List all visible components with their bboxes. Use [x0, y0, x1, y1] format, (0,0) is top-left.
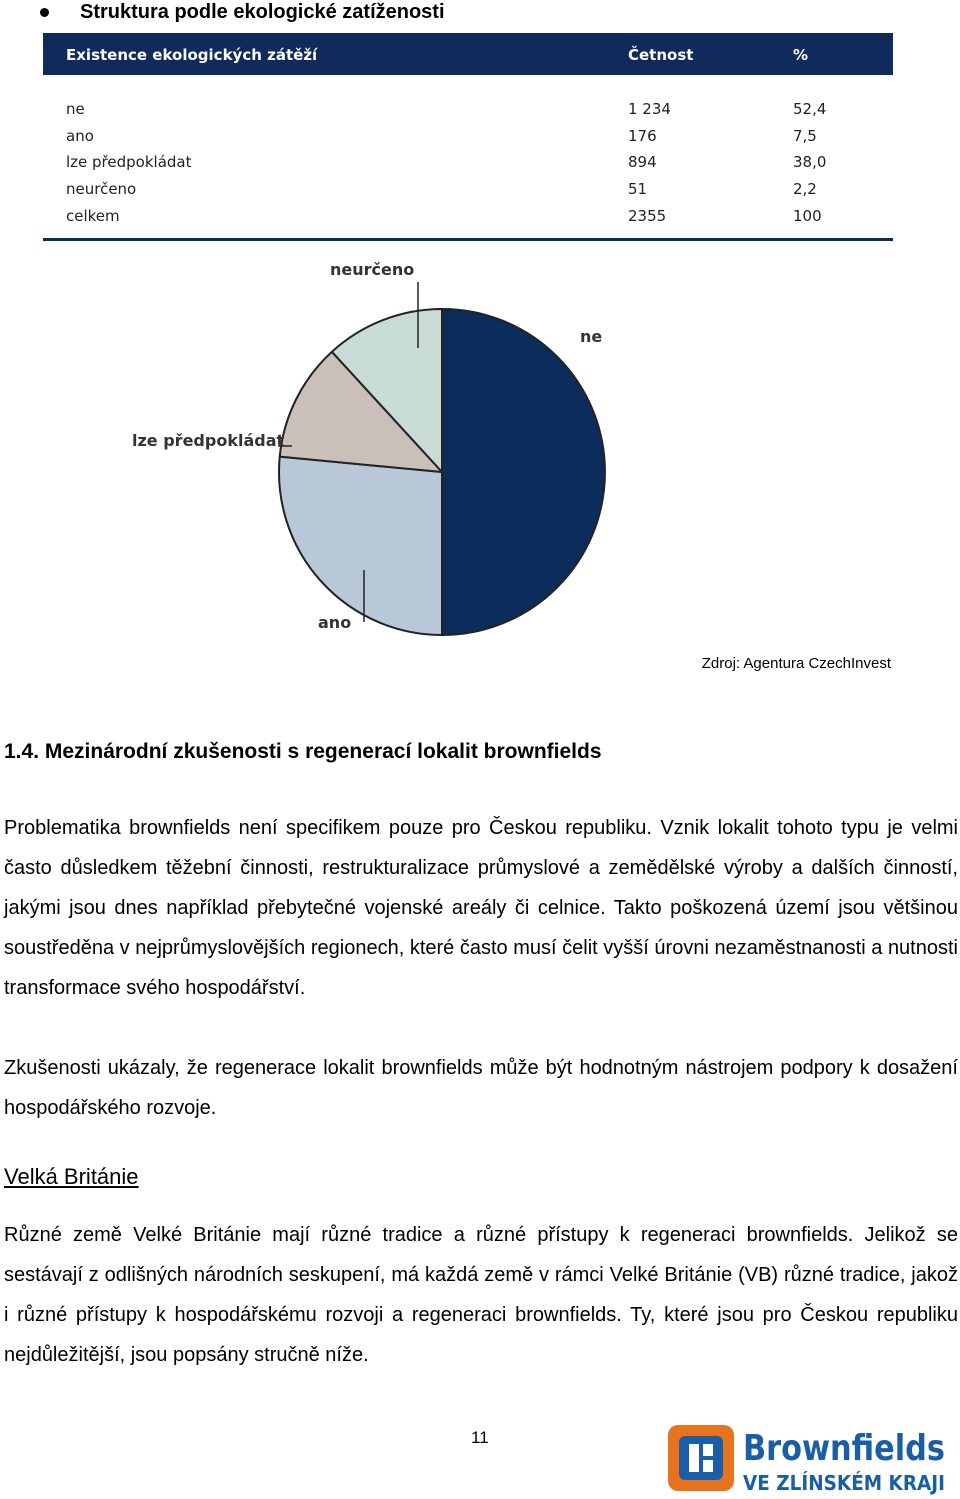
- table-row: celkem 2355 100: [43, 207, 893, 233]
- pie-slice: [441, 307, 606, 637]
- logo-subtitle: VE ZLÍNSKÉM KRAJI: [743, 1471, 945, 1495]
- pie-label: ano: [318, 613, 351, 632]
- table-cell: 100: [793, 206, 822, 225]
- table-row: neurčeno 51 2,2: [43, 180, 893, 206]
- paragraph: Zkušenosti ukázaly, že regenerace lokali…: [4, 1057, 958, 1119]
- subheading: Velká Británie: [4, 1164, 139, 1189]
- logo-icon: [689, 1444, 699, 1472]
- column-header: Četnost: [628, 46, 694, 64]
- page-number: 11: [471, 1428, 489, 1447]
- table-cell: 2355: [628, 206, 667, 225]
- pie-slice: [278, 350, 445, 474]
- logo-icon: [703, 1460, 713, 1472]
- table-cell: ano: [66, 126, 94, 145]
- section-heading: Struktura podle ekologické zatíženosti: [80, 1, 445, 23]
- table-cell: 7,5: [793, 126, 817, 145]
- pie-label: neurčeno: [330, 260, 414, 279]
- pie-label: lze předpokládat: [132, 431, 284, 450]
- table-cell: neurčeno: [66, 180, 137, 199]
- table-cell: 52,4: [793, 100, 827, 118]
- paragraph: Problematika brownfields není specifikem…: [4, 817, 958, 999]
- table-row: ne 1 234 52,4: [43, 100, 893, 126]
- logo-icon: [703, 1444, 713, 1456]
- table-row: ano 176 7,5: [43, 127, 893, 153]
- table-cell: 51: [628, 180, 648, 199]
- pie-slice: [330, 307, 443, 475]
- logo-icon: [679, 1436, 723, 1480]
- table: Existence ekologických zátěží Četnost % …: [43, 33, 893, 241]
- source: Zdroj: Agentura CzechInvest: [701, 655, 891, 672]
- column-header: %: [793, 46, 809, 64]
- logo: Brownfields VE ZLÍNSKÉM KRAJI: [668, 1425, 945, 1495]
- pie-label: ne: [580, 327, 602, 346]
- table-cell: lze předpokládat: [66, 153, 192, 172]
- paragraph: Různé země Velké Británie mají různé tra…: [4, 1224, 958, 1366]
- logo-title: Brownfields: [743, 1428, 945, 1469]
- table-cell: 894: [628, 153, 657, 172]
- table-cell: ne: [66, 100, 85, 118]
- table-header: Existence ekologických zátěží Četnost %: [43, 33, 893, 75]
- table-cell: 38,0: [793, 153, 827, 172]
- pie-slice: [278, 455, 443, 637]
- bullet: [40, 8, 49, 17]
- chapter-heading: 1.4. Mezinárodní zkušenosti s regenerací…: [4, 740, 602, 763]
- column-header: Existence ekologických zátěží: [66, 46, 318, 64]
- table-cell: 2,2: [793, 180, 817, 199]
- pie-chart: ne ano lze předpokládat neurčeno: [132, 260, 606, 637]
- table-row: lze předpokládat 894 38,0: [43, 153, 893, 179]
- table-cell: 176: [628, 126, 657, 145]
- table-cell: celkem: [66, 206, 120, 225]
- table-cell: 1 234: [628, 100, 671, 118]
